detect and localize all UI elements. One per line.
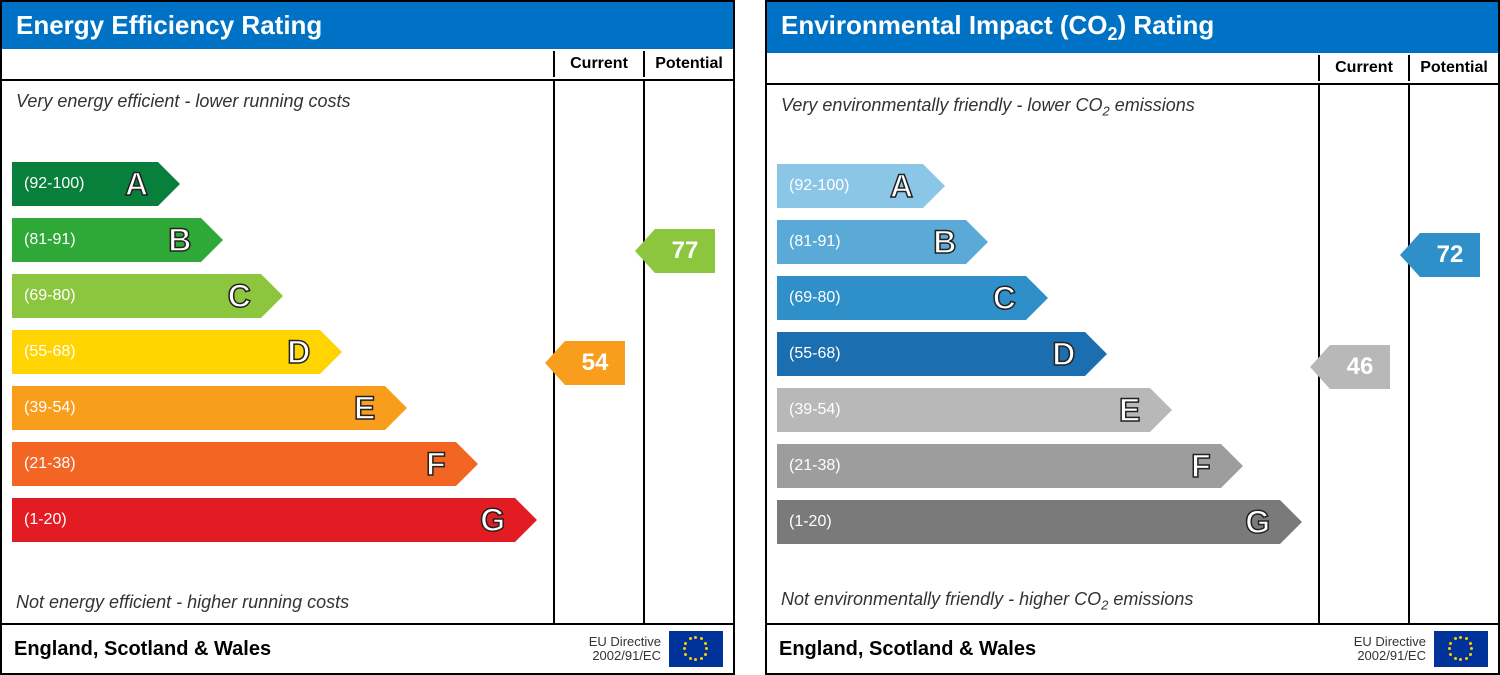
footer-directive: EU Directive2002/91/EC	[579, 631, 733, 667]
current-column: 54	[553, 81, 643, 623]
rating-bar-a: (92-100) A	[777, 164, 923, 208]
chart-area: CurrentPotential Very environmentally fri…	[765, 53, 1500, 675]
rating-bars: (92-100) A (81-91) B (69-80) C (55-68) D (39-54)…	[777, 164, 1318, 544]
band-range: (55-68)	[777, 345, 841, 363]
current-column: 46	[1318, 85, 1408, 623]
pointer-value: 54	[582, 349, 609, 377]
column-headers: CurrentPotential	[2, 49, 733, 81]
footer-region-text: England, Scotland & Wales	[767, 638, 1344, 661]
rating-bar-d: (55-68) D	[777, 332, 1085, 376]
band-range: (92-100)	[777, 177, 849, 195]
rating-bar-a: (92-100) A	[12, 162, 158, 206]
band-range: (1-20)	[777, 513, 832, 531]
band-letter: A	[890, 168, 913, 205]
potential-pointer: 77	[655, 229, 715, 273]
rating-bar-g: (1-20) G	[777, 500, 1280, 544]
rating-bar-f: (21-38) F	[777, 444, 1221, 488]
eu-directive-text: EU Directive2002/91/EC	[1354, 635, 1426, 664]
panel-title: Energy Efficiency Rating	[0, 0, 735, 49]
chart-body: Very environmentally friendly - lower CO…	[767, 85, 1498, 623]
band-letter: F	[1191, 448, 1211, 485]
potential-pointer: 72	[1420, 233, 1480, 277]
panel-title: Environmental Impact (CO2) Rating	[765, 0, 1500, 53]
environmental-impact-panel: Environmental Impact (CO2) RatingCurrent…	[765, 0, 1500, 675]
potential-column: 77	[643, 81, 733, 623]
column-headers: CurrentPotential	[767, 53, 1498, 85]
band-range: (92-100)	[12, 175, 84, 193]
potential-column: 72	[1408, 85, 1498, 623]
band-range: (39-54)	[12, 399, 76, 417]
panel-footer: England, Scotland & Wales EU Directive200…	[767, 623, 1498, 673]
band-range: (81-91)	[777, 233, 841, 251]
band-range: (81-91)	[12, 231, 76, 249]
bars-zone: Very energy efficient - lower running co…	[2, 81, 553, 623]
rating-bar-e: (39-54) E	[777, 388, 1150, 432]
eu-flag-icon	[669, 631, 723, 667]
band-letter: B	[168, 222, 191, 259]
band-letter: F	[426, 446, 446, 483]
rating-bar-b: (81-91) B	[12, 218, 201, 262]
rating-bar-e: (39-54) E	[12, 386, 385, 430]
potential-header: Potential	[643, 51, 733, 77]
rating-bar-c: (69-80) C	[12, 274, 261, 318]
pointer-value: 77	[672, 237, 699, 265]
bottom-caption: Not energy efficient - higher running co…	[12, 592, 553, 613]
current-header: Current	[1318, 55, 1408, 81]
pointer-value: 46	[1347, 353, 1374, 381]
band-letter: C	[993, 280, 1016, 317]
current-header: Current	[553, 51, 643, 77]
current-pointer: 54	[565, 341, 625, 385]
band-range: (55-68)	[12, 343, 76, 361]
rating-bar-d: (55-68) D	[12, 330, 320, 374]
rating-bar-b: (81-91) B	[777, 220, 966, 264]
band-range: (21-38)	[777, 457, 841, 475]
band-letter: B	[933, 224, 956, 261]
rating-bar-g: (1-20) G	[12, 498, 515, 542]
band-letter: D	[1052, 336, 1075, 373]
energy-efficiency-panel: Energy Efficiency RatingCurrentPotential…	[0, 0, 735, 675]
chart-area: CurrentPotential Very energy efficient - …	[0, 49, 735, 675]
potential-header: Potential	[1408, 55, 1498, 81]
panel-footer: England, Scotland & Wales EU Directive200…	[2, 623, 733, 673]
chart-body: Very energy efficient - lower running co…	[2, 81, 733, 623]
band-range: (21-38)	[12, 455, 76, 473]
bottom-caption: Not environmentally friendly - higher CO…	[777, 589, 1318, 613]
bars-zone: Very environmentally friendly - lower CO…	[767, 85, 1318, 623]
band-letter: D	[287, 334, 310, 371]
eu-flag-icon	[1434, 631, 1488, 667]
pointer-value: 72	[1437, 241, 1464, 269]
rating-bar-f: (21-38) F	[12, 442, 456, 486]
rating-bars: (92-100) A (81-91) B (69-80) C (55-68) D (39-54)…	[12, 162, 553, 542]
footer-directive: EU Directive2002/91/EC	[1344, 631, 1498, 667]
band-range: (69-80)	[777, 289, 841, 307]
band-letter: E	[354, 390, 375, 427]
footer-region-text: England, Scotland & Wales	[2, 638, 579, 661]
band-range: (39-54)	[777, 401, 841, 419]
band-letter: G	[480, 502, 505, 539]
rating-bar-c: (69-80) C	[777, 276, 1026, 320]
band-range: (1-20)	[12, 511, 67, 529]
band-range: (69-80)	[12, 287, 76, 305]
eu-directive-text: EU Directive2002/91/EC	[589, 635, 661, 664]
current-pointer: 46	[1330, 345, 1390, 389]
band-letter: C	[228, 278, 251, 315]
top-caption: Very energy efficient - lower running co…	[12, 91, 553, 112]
band-letter: E	[1119, 392, 1140, 429]
top-caption: Very environmentally friendly - lower CO…	[777, 95, 1318, 119]
band-letter: G	[1245, 504, 1270, 541]
band-letter: A	[125, 166, 148, 203]
